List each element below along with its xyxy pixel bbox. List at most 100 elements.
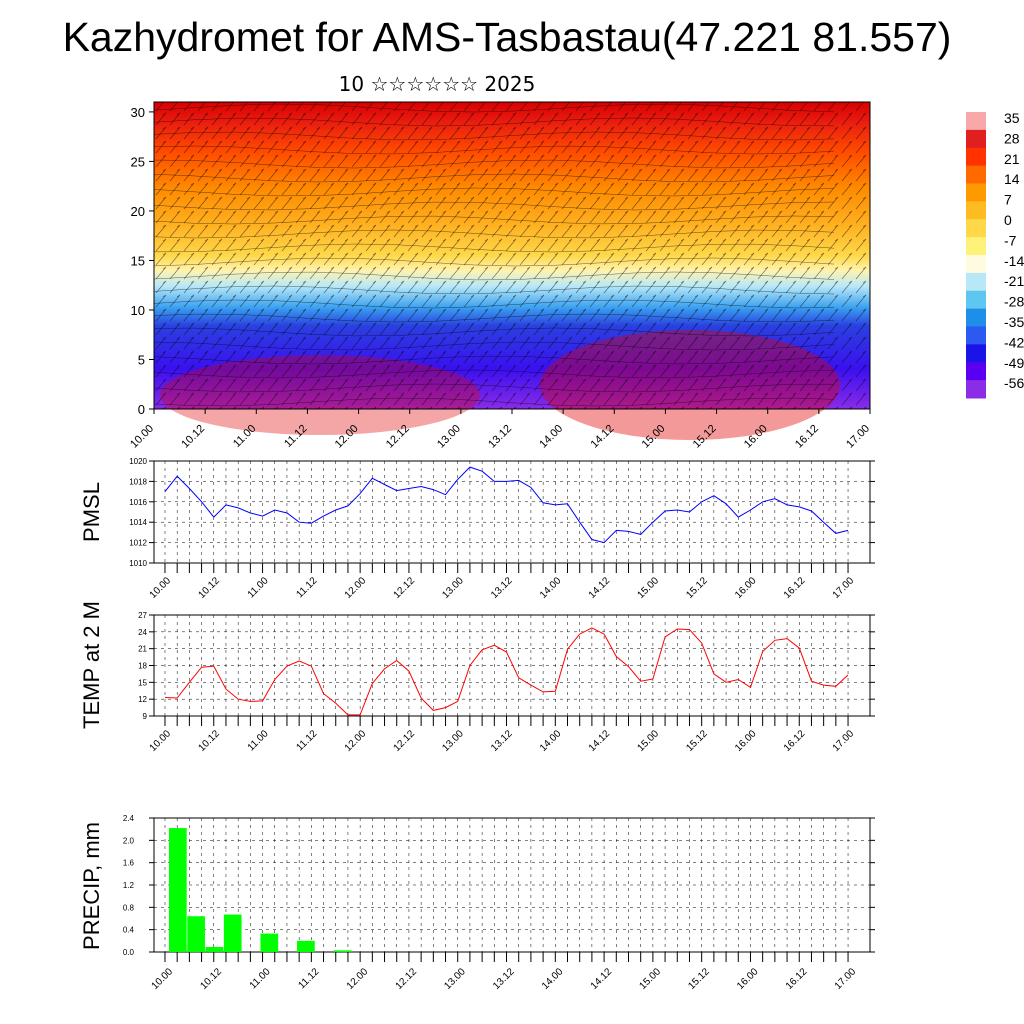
x-tick-label: 10.00 [148, 728, 174, 754]
y-tick-label: 1.2 [123, 881, 135, 890]
x-tick-label: 10.00 [148, 575, 174, 601]
x-tick-label: 14.12 [589, 966, 615, 992]
chart-subtitle: 10 ☆☆☆☆☆☆ 2025 [338, 72, 536, 96]
x-tick-label: 16.12 [793, 423, 821, 451]
precip-bar [297, 940, 315, 952]
colorbar-label: 28 [1004, 130, 1020, 146]
x-tick-label: 11.12 [295, 575, 320, 600]
precip-bar [333, 950, 352, 952]
colorbar-swatch [966, 129, 986, 149]
y-tick-label: 1020 [129, 457, 147, 466]
x-tick-label: 17.00 [831, 575, 857, 601]
wind-barbs [154, 102, 870, 409]
isotherm [153, 159, 835, 169]
x-tick-label: 14.00 [537, 423, 565, 451]
colorbar-swatch [966, 219, 986, 238]
x-tick-label: 11.00 [246, 728, 271, 753]
y-axis-label: PMSL [79, 482, 104, 542]
x-tick-label: 12.00 [343, 575, 369, 601]
precip-bar [223, 914, 242, 952]
x-tick-label: 10.00 [150, 966, 176, 992]
x-tick-label: 13.00 [442, 966, 468, 992]
colorbar-label: 0 [1004, 212, 1012, 228]
x-tick-label: 15.12 [684, 575, 710, 601]
x-tick-label: 12.00 [345, 966, 371, 992]
colorbar-swatch [966, 272, 986, 292]
x-tick-label: 11.00 [248, 966, 273, 991]
x-tick-label: 13.12 [491, 966, 517, 992]
x-tick-label: 14.12 [587, 575, 613, 601]
x-tick-label: 17.00 [833, 966, 859, 992]
x-tick-label: 16.12 [782, 575, 808, 601]
x-tick-label: 12.12 [392, 728, 418, 754]
isotherm [153, 271, 835, 281]
x-tick-label: 15.00 [636, 575, 662, 601]
x-tick-label: 15.12 [684, 728, 710, 754]
colorbar-label: -14 [1004, 253, 1024, 269]
colorbar-swatch [966, 290, 986, 310]
isotherm [153, 313, 835, 323]
precip-bar [260, 933, 279, 952]
colorbar-label: -49 [1004, 355, 1024, 371]
y-tick-label: 9 [143, 712, 148, 721]
isotherm [153, 103, 835, 113]
y-tick-label: 1012 [129, 539, 147, 548]
x-tick-label: 16.00 [733, 575, 759, 601]
y-tick-label: 1010 [129, 559, 147, 568]
x-tick-label: 15.00 [636, 728, 662, 754]
x-tick-label: 11.00 [246, 575, 271, 600]
isotherm [153, 145, 835, 155]
x-tick-label: 14.00 [538, 728, 564, 754]
colorbar-swatch [966, 147, 986, 167]
precip-bar [187, 916, 205, 952]
y-tick-label: 0.8 [123, 903, 135, 912]
isotherm [153, 131, 835, 141]
y-tick-label: 15 [138, 678, 147, 687]
x-tick-label: 10.12 [196, 728, 222, 754]
x-tick-label: 13.00 [440, 728, 466, 754]
colorbar-swatch [966, 362, 986, 381]
y-tick-label: 0.0 [123, 948, 135, 957]
colorbar-label: -35 [1004, 314, 1024, 330]
isotherm [153, 257, 835, 267]
x-tick-label: 16.00 [735, 966, 761, 992]
x-tick-label: 10.12 [179, 423, 207, 451]
x-tick-label: 16.00 [733, 728, 759, 754]
x-tick-label: 13.00 [435, 423, 463, 451]
y-tick-label: 27 [138, 611, 147, 620]
isotherm [153, 383, 835, 393]
x-tick-label: 10.00 [128, 423, 156, 451]
isotherm [153, 187, 835, 197]
colorbar-label: -7 [1004, 232, 1017, 248]
y-tick-label: 30 [131, 105, 145, 120]
colorbar-label: 14 [1004, 171, 1020, 187]
y-tick-label: 18 [138, 662, 147, 671]
y-tick-label: 5 [138, 352, 145, 367]
y-tick-label: 25 [131, 154, 145, 169]
isotherm [153, 397, 835, 407]
isotherm [153, 173, 835, 183]
isotherm [153, 299, 835, 309]
y-axis-label: TEMP at 2 M [79, 601, 104, 729]
colorbar-swatch [966, 237, 986, 256]
x-tick-label: 10.12 [198, 966, 224, 992]
y-tick-label: 10 [131, 303, 145, 318]
x-tick-label: 12.00 [343, 728, 369, 754]
precip-bar [168, 828, 187, 952]
x-tick-label: 17.00 [831, 728, 857, 754]
colorbar-swatch [966, 344, 986, 363]
x-tick-label: 10.12 [196, 575, 222, 601]
colorbar-label: 35 [1004, 110, 1020, 126]
isotherm [153, 355, 835, 365]
y-tick-label: 24 [138, 628, 147, 637]
x-tick-label: 13.12 [489, 728, 515, 754]
x-tick-label: 12.12 [394, 966, 420, 992]
precip-bar [205, 946, 224, 952]
x-tick-label: 16.12 [782, 728, 808, 754]
isotherm [153, 201, 835, 211]
colorbar-swatch [966, 255, 986, 274]
y-tick-label: 0 [138, 402, 145, 417]
colorbar-swatch [966, 326, 986, 345]
y-axis-label: PRECIP, mm [79, 822, 104, 950]
